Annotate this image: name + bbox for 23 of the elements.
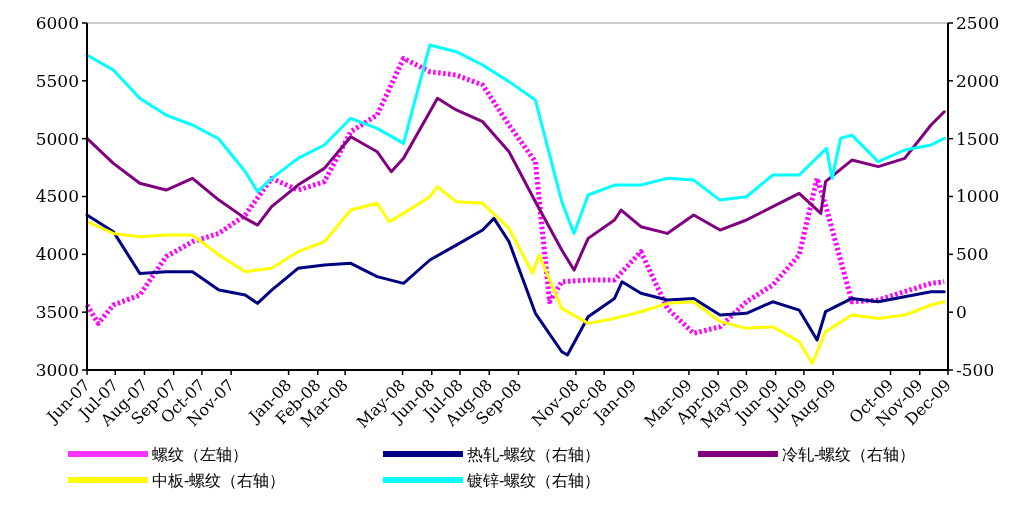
y-tick-label: 4500 — [35, 186, 79, 207]
y-tick-label: 3000 — [35, 359, 79, 380]
legend-label: 螺纹（左轴） — [152, 444, 248, 464]
line-series — [85, 43, 946, 235]
y-tick-label: 3500 — [35, 302, 79, 323]
legend-label: 热轧-螺纹（右轴） — [467, 444, 601, 464]
y2-tick-label: -500 — [956, 359, 995, 380]
y2-tick-label: 1500 — [956, 128, 1000, 149]
y-tick-label: 5000 — [35, 128, 79, 149]
y2-tick-label: 0 — [956, 302, 967, 323]
y2-tick-label: 500 — [956, 244, 989, 265]
line-series — [85, 96, 946, 272]
y-tick-label: 4000 — [35, 244, 79, 265]
legend-label: 中板-螺纹（右轴） — [152, 470, 286, 490]
line-series — [85, 185, 946, 365]
y2-tick-label: 2000 — [956, 70, 1000, 91]
y-tick-label: 5500 — [35, 70, 79, 91]
y-tick-label: 6000 — [35, 12, 79, 33]
legend-label: 冷轧-螺纹（右轴） — [782, 444, 916, 464]
line-series — [85, 213, 946, 357]
legend-label: 镀锌-螺纹（右轴） — [466, 470, 601, 490]
y2-tick-label: 2500 — [956, 12, 1000, 33]
y2-tick-label: 1000 — [956, 186, 1000, 207]
